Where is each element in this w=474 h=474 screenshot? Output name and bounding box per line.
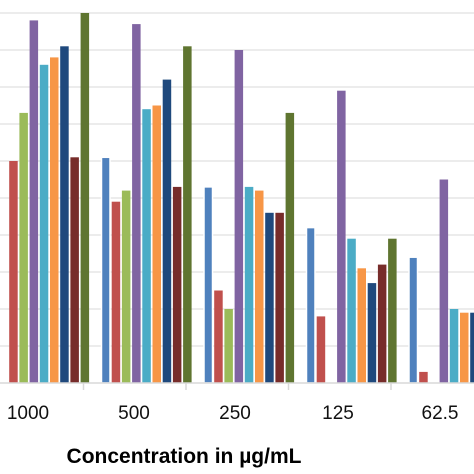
bar	[285, 112, 295, 384]
x-tick-label: 250	[219, 403, 251, 424]
bar	[80, 13, 90, 383]
bar	[100, 156, 111, 384]
x-tick-label: 62.5	[422, 403, 459, 424]
bar	[347, 238, 356, 383]
bar	[214, 290, 223, 383]
x-tick-label: 125	[322, 403, 354, 424]
bar	[470, 312, 474, 383]
bar	[152, 105, 161, 383]
x-tick-marks	[82, 383, 392, 390]
bar	[419, 371, 428, 383]
bar	[172, 186, 182, 383]
bar	[460, 312, 469, 383]
bar	[316, 316, 326, 383]
bar	[162, 79, 172, 383]
bar	[183, 46, 192, 384]
bar	[275, 212, 284, 383]
bar	[132, 24, 141, 383]
bar	[388, 238, 397, 383]
bar	[367, 283, 377, 383]
x-tick-labels: 1000 500 250 125 62.5	[7, 403, 459, 424]
bar	[305, 226, 316, 384]
bar	[265, 212, 274, 383]
bar	[70, 157, 79, 383]
x-axis-title: Concentration in µg/mL	[67, 445, 302, 468]
bar	[50, 57, 59, 384]
bar	[224, 309, 233, 383]
bar	[357, 268, 366, 383]
bar	[9, 161, 18, 383]
bar	[439, 179, 449, 383]
bar	[39, 64, 49, 384]
x-tick-label: 500	[118, 403, 150, 424]
bar	[255, 190, 264, 383]
bar	[244, 186, 254, 383]
bar	[60, 46, 69, 384]
bar	[377, 264, 387, 383]
bar	[19, 112, 28, 384]
x-tick-label: 1000	[7, 403, 49, 424]
bar	[121, 190, 131, 383]
bar	[449, 309, 459, 383]
bar	[337, 90, 346, 383]
bar	[203, 186, 214, 384]
bar	[111, 201, 121, 383]
bar	[29, 20, 39, 384]
bar	[408, 256, 419, 384]
bar	[234, 50, 244, 383]
bar	[142, 109, 151, 383]
